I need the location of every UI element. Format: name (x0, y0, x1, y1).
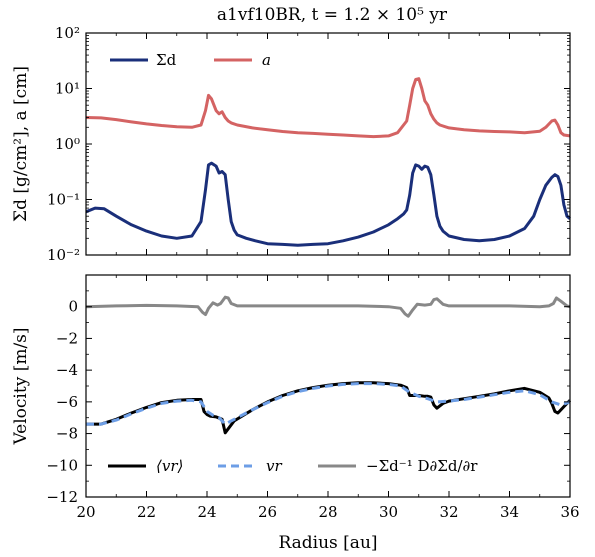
series-line-sigma-d (85, 161, 571, 247)
legend-vr-mean-label: ⟨vr⟩ (156, 457, 183, 475)
series-line-vr-mean (86, 381, 572, 435)
bottom-y-tick-label: −10 (46, 456, 78, 474)
series-line-a (85, 77, 571, 139)
legend-sigma-label: Σd (156, 51, 177, 69)
bottom-y-tick-label: −4 (56, 361, 78, 379)
top-series-layer (85, 77, 571, 247)
top-y-tick-label: 10² (55, 24, 80, 42)
legend-vr-label: vr (266, 457, 282, 475)
x-tick-label: 34 (500, 503, 519, 521)
bottom-y-tick-label: −8 (56, 425, 78, 443)
x-tick-label: 22 (137, 503, 156, 521)
top-y-tick-label: 10¹ (55, 80, 80, 98)
x-axis-label: Radius [au] (278, 533, 377, 553)
x-tick-label: 36 (560, 503, 579, 521)
top-panel: 10⁻² 10⁻¹ 10⁰ 10¹ 10² Σd [g/cm²], a [cm] Σd … (11, 24, 571, 264)
top-y-tick-label: 10⁻¹ (47, 191, 80, 209)
bottom-legend: ⟨vr⟩ vr −Σd⁻¹ D∂Σd/∂r (108, 457, 478, 475)
x-tick-label: 32 (439, 503, 458, 521)
x-tick-label: 24 (197, 503, 216, 521)
series-line-diffusion (85, 295, 571, 318)
top-legend: Σd a (110, 51, 271, 69)
top-ticks: 10⁻² 10⁻¹ 10⁰ 10¹ 10² (47, 24, 571, 264)
bottom-ticks: 20 22 24 26 28 30 32 34 36 0 −2 −4 −6 −8 −10 −12 (46, 275, 580, 521)
bottom-series-layer (85, 295, 572, 435)
x-tick-label: 20 (76, 503, 95, 521)
x-tick-label: 30 (379, 503, 398, 521)
bottom-panel: 20 22 24 26 28 30 32 34 36 0 −2 −4 −6 −8 −10 −12 Veloci… (11, 274, 580, 553)
x-tick-label: 26 (258, 503, 277, 521)
chart-title: a1vf10BR, t = 1.2 × 10⁵ yr (217, 5, 448, 25)
top-y-tick-label: 10⁰ (55, 135, 80, 153)
bottom-y-tick-label: −6 (56, 393, 78, 411)
top-y-axis-label: Σd [g/cm²], a [cm] (11, 66, 31, 222)
bottom-y-tick-label: −2 (56, 329, 78, 347)
bottom-y-axis-label: Velocity [m/s] (11, 327, 31, 445)
legend-a-label: a (262, 51, 271, 69)
top-y-tick-label: 10⁻² (47, 246, 80, 264)
x-tick-label: 28 (318, 503, 337, 521)
bottom-y-tick-label: −12 (46, 488, 78, 506)
bottom-y-tick-label: 0 (68, 298, 78, 316)
legend-diffusion-label: −Σd⁻¹ D∂Σd/∂r (366, 457, 478, 475)
